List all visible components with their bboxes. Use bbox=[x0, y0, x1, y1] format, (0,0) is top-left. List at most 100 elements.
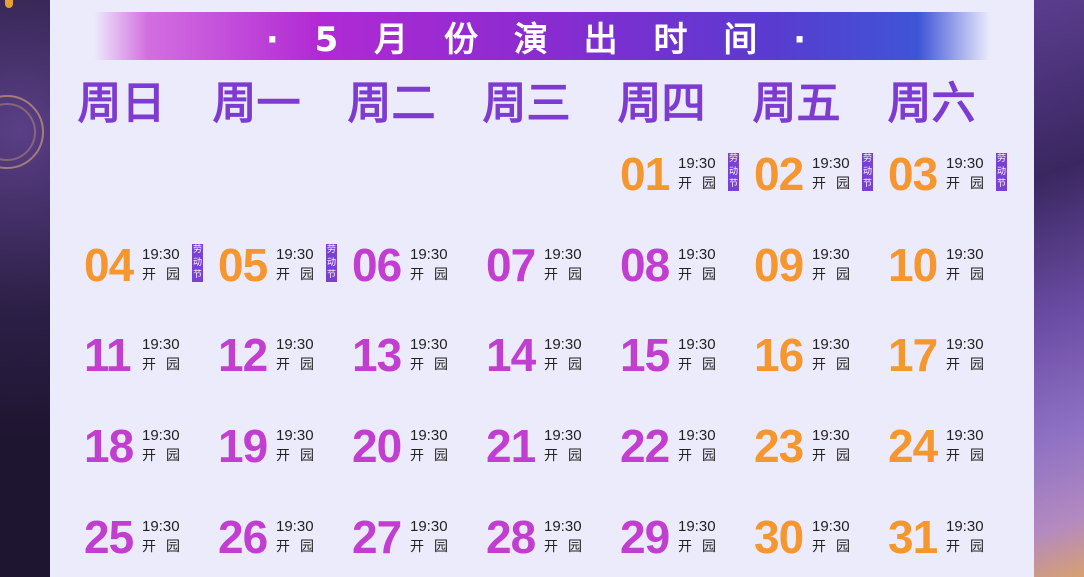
day-number: 14 bbox=[486, 329, 536, 381]
weekday-thu: 周四 bbox=[617, 78, 706, 129]
park-open-label: 开园 bbox=[544, 357, 592, 373]
show-time: 19:30 bbox=[544, 518, 582, 535]
park-open-label: 开园 bbox=[544, 267, 592, 283]
show-time: 19:30 bbox=[410, 427, 448, 444]
day-cell-12: 12 19:30 开园 bbox=[218, 327, 353, 383]
day-cell-29: 29 19:30 开园 bbox=[620, 509, 755, 565]
show-time: 19:30 bbox=[812, 246, 850, 263]
day-cell-19: 19 19:30 开园 bbox=[218, 418, 353, 474]
show-time: 19:30 bbox=[142, 427, 180, 444]
day-number: 05 bbox=[218, 239, 268, 291]
day-cell-16: 16 19:30 开园 bbox=[754, 327, 889, 383]
day-number: 02 bbox=[754, 148, 804, 200]
holiday-badge: 劳动节 bbox=[996, 153, 1007, 191]
day-cell-26: 26 19:30 开园 bbox=[218, 509, 353, 565]
show-time: 19:30 bbox=[544, 427, 582, 444]
weekday-header: 周日 周一 周二 周三 周四 周五 周六 bbox=[50, 76, 1034, 132]
park-open-label: 开园 bbox=[142, 448, 190, 464]
weekday-sun: 周日 bbox=[77, 78, 166, 129]
holiday-badge: 劳动节 bbox=[862, 153, 873, 191]
day-cell-13: 13 19:30 开园 bbox=[352, 327, 487, 383]
day-cell-06: 06 19:30 开园 bbox=[352, 237, 487, 293]
park-open-label: 开园 bbox=[410, 448, 458, 464]
show-time: 19:30 bbox=[946, 155, 984, 172]
show-time: 19:30 bbox=[276, 427, 314, 444]
day-cell-01: 01 19:30 开园 劳动节 bbox=[620, 146, 755, 202]
schedule-panel: · 5 月 份 演 出 时 间 · 周日 周一 周二 周三 周四 周五 周六 0… bbox=[50, 0, 1034, 577]
day-number: 01 bbox=[620, 148, 670, 200]
show-time: 19:30 bbox=[410, 246, 448, 263]
weekday-tue: 周二 bbox=[347, 78, 436, 129]
day-cell-24: 24 19:30 开园 bbox=[888, 418, 1023, 474]
park-open-label: 开园 bbox=[678, 448, 726, 464]
park-open-label: 开园 bbox=[410, 357, 458, 373]
show-time: 19:30 bbox=[946, 518, 984, 535]
ornament-icon bbox=[5, 0, 13, 8]
holiday-badge: 劳动节 bbox=[192, 244, 203, 282]
day-cell-23: 23 19:30 开园 bbox=[754, 418, 889, 474]
park-open-label: 开园 bbox=[946, 357, 994, 373]
day-number: 30 bbox=[754, 511, 804, 563]
day-cell-18: 18 19:30 开园 bbox=[84, 418, 219, 474]
day-cell-07: 07 19:30 开园 bbox=[486, 237, 621, 293]
park-open-label: 开园 bbox=[946, 176, 994, 192]
day-cell-11: 11 19:30 开园 bbox=[84, 327, 219, 383]
weekday-sat: 周六 bbox=[887, 78, 976, 129]
day-cell-31: 31 19:30 开园 bbox=[888, 509, 1023, 565]
park-open-label: 开园 bbox=[946, 267, 994, 283]
day-cell-03: 03 19:30 开园 劳动节 bbox=[888, 146, 1023, 202]
day-number: 16 bbox=[754, 329, 804, 381]
weekday-wed: 周三 bbox=[482, 78, 571, 129]
park-open-label: 开园 bbox=[678, 539, 726, 555]
day-number: 22 bbox=[620, 420, 670, 472]
park-open-label: 开园 bbox=[812, 357, 860, 373]
park-open-label: 开园 bbox=[678, 357, 726, 373]
day-cell-28: 28 19:30 开园 bbox=[486, 509, 621, 565]
day-number: 27 bbox=[352, 511, 402, 563]
day-number: 09 bbox=[754, 239, 804, 291]
park-open-label: 开园 bbox=[678, 176, 726, 192]
holiday-badge: 劳动节 bbox=[326, 244, 337, 282]
park-open-label: 开园 bbox=[812, 267, 860, 283]
show-time: 19:30 bbox=[946, 336, 984, 353]
day-number: 19 bbox=[218, 420, 268, 472]
day-number: 29 bbox=[620, 511, 670, 563]
day-cell-21: 21 19:30 开园 bbox=[486, 418, 621, 474]
park-open-label: 开园 bbox=[812, 176, 860, 192]
day-cell-02: 02 19:30 开园 劳动节 bbox=[754, 146, 889, 202]
day-number: 25 bbox=[84, 511, 134, 563]
day-cell-20: 20 19:30 开园 bbox=[352, 418, 487, 474]
park-open-label: 开园 bbox=[142, 539, 190, 555]
day-number: 06 bbox=[352, 239, 402, 291]
show-time: 19:30 bbox=[678, 246, 716, 263]
park-open-label: 开园 bbox=[142, 357, 190, 373]
day-cell-25: 25 19:30 开园 bbox=[84, 509, 219, 565]
day-number: 18 bbox=[84, 420, 134, 472]
day-number: 20 bbox=[352, 420, 402, 472]
weekday-fri: 周五 bbox=[752, 78, 841, 129]
park-open-label: 开园 bbox=[410, 267, 458, 283]
day-number: 24 bbox=[888, 420, 938, 472]
show-time: 19:30 bbox=[276, 518, 314, 535]
day-number: 03 bbox=[888, 148, 938, 200]
show-time: 19:30 bbox=[544, 336, 582, 353]
right-decor-background bbox=[1034, 0, 1084, 577]
show-time: 19:30 bbox=[544, 246, 582, 263]
day-number: 21 bbox=[486, 420, 536, 472]
day-cell-22: 22 19:30 开园 bbox=[620, 418, 755, 474]
day-cell-09: 09 19:30 开园 bbox=[754, 237, 889, 293]
park-open-label: 开园 bbox=[544, 448, 592, 464]
show-time: 19:30 bbox=[678, 155, 716, 172]
show-time: 19:30 bbox=[142, 336, 180, 353]
day-number: 15 bbox=[620, 329, 670, 381]
show-time: 19:30 bbox=[142, 246, 180, 263]
park-open-label: 开园 bbox=[276, 539, 324, 555]
show-time: 19:30 bbox=[812, 336, 850, 353]
park-open-label: 开园 bbox=[678, 267, 726, 283]
park-open-label: 开园 bbox=[276, 267, 324, 283]
show-time: 19:30 bbox=[812, 518, 850, 535]
day-number: 08 bbox=[620, 239, 670, 291]
show-time: 19:30 bbox=[678, 336, 716, 353]
show-time: 19:30 bbox=[946, 246, 984, 263]
show-time: 19:30 bbox=[678, 427, 716, 444]
